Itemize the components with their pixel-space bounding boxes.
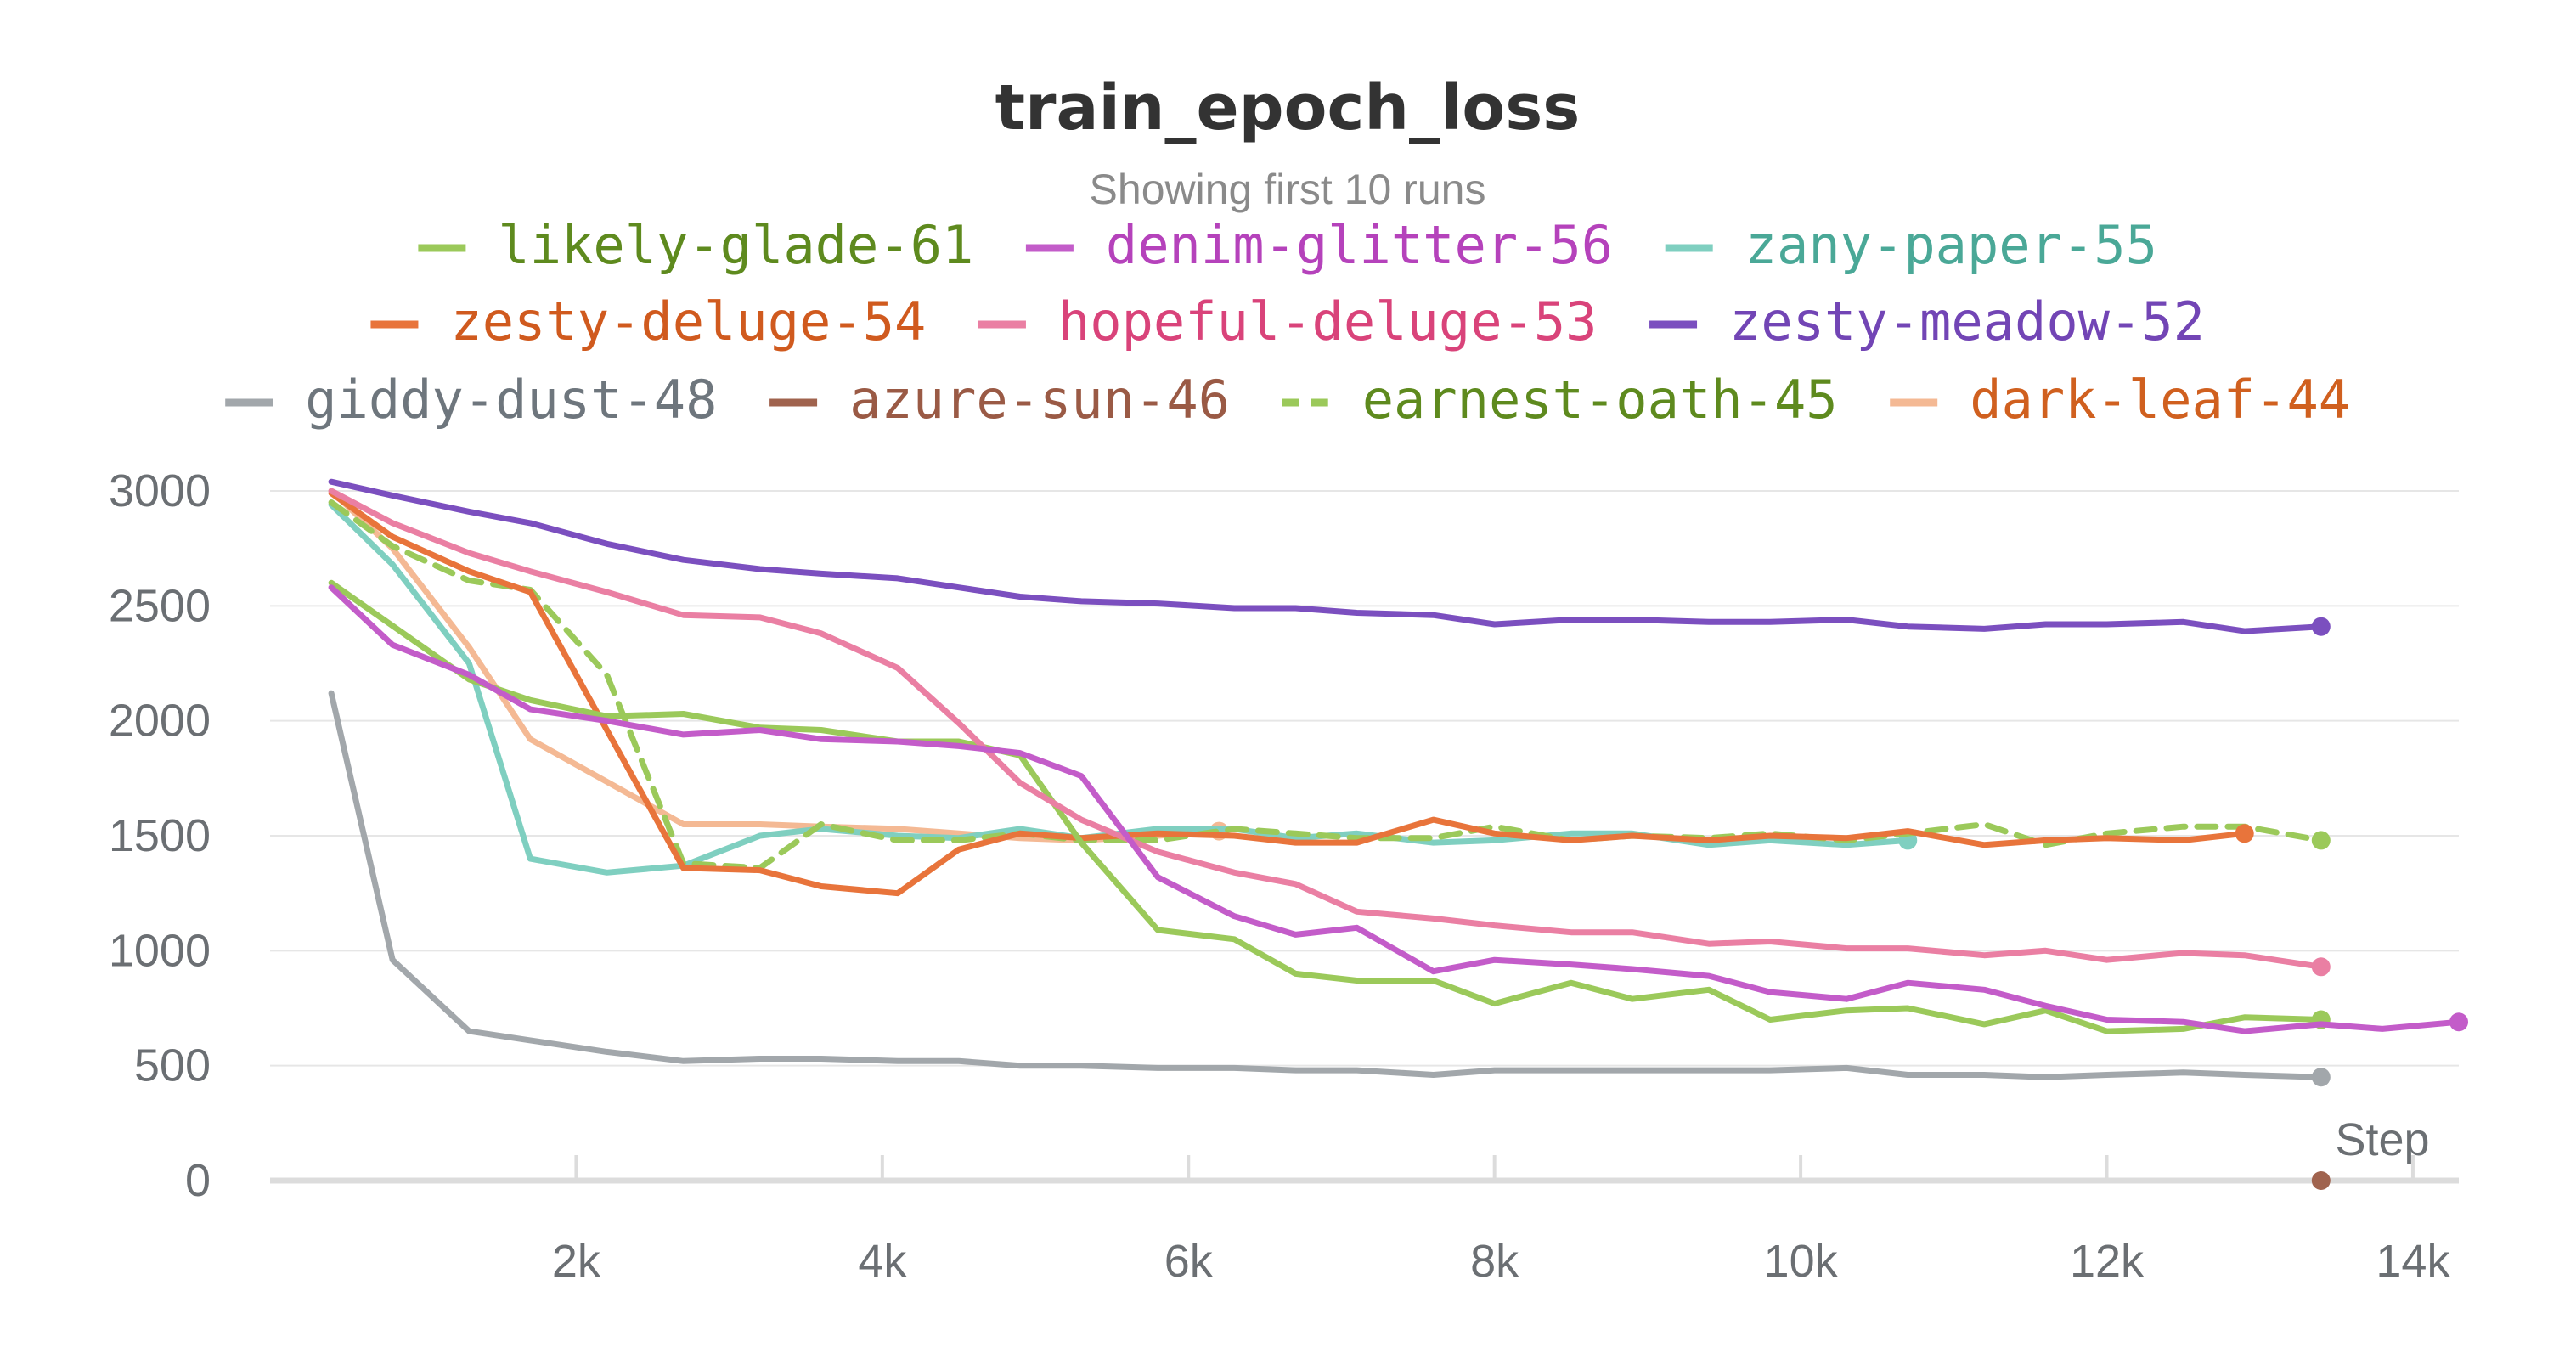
series-line-likely-glade-61 <box>328 579 2325 1034</box>
series-end-point-denim-glitter-56 <box>2449 1012 2468 1032</box>
series-hopeful-deluge-53 <box>328 488 2331 977</box>
series-end-point-azure-sun-46 <box>2311 1171 2331 1190</box>
series-denim-glitter-56 <box>328 584 2468 1034</box>
legend-label-earnest-oath-45: earnest-oath-45 <box>1362 369 1838 431</box>
legend-item-zesty-deluge-54: zesty-deluge-54 <box>370 290 926 352</box>
chart-subtitle: Showing first 10 runs <box>1090 166 1486 213</box>
series-earnest-oath-45 <box>328 499 2331 871</box>
series-end-point-zesty-deluge-54 <box>2235 824 2254 843</box>
legend-item-azure-sun-46: azure-sun-46 <box>769 369 1230 431</box>
chart-title: train_epoch_loss <box>995 71 1581 144</box>
series-line-giddy-dust-48 <box>328 690 2325 1080</box>
legend: likely-glade-61 denim-glitter-56 zany-pape… <box>225 214 2350 431</box>
x-tick-label-8k: 8k <box>1470 1236 1519 1287</box>
series-line-earnest-oath-45 <box>328 499 2325 871</box>
series-end-point-earnest-oath-45 <box>2311 831 2331 850</box>
series-line-hopeful-deluge-53 <box>328 488 2325 970</box>
series-line-zesty-deluge-54 <box>328 490 2248 897</box>
legend-label-zesty-deluge-54: zesty-deluge-54 <box>450 290 926 352</box>
series-end-point-giddy-dust-48 <box>2311 1068 2331 1087</box>
series-end-point-hopeful-deluge-53 <box>2311 957 2331 977</box>
plot-area <box>328 478 2468 1190</box>
series-zany-paper-55 <box>328 501 1918 876</box>
y-tick-label-0: 0 <box>185 1155 211 1206</box>
legend-label-zesty-meadow-52: zesty-meadow-52 <box>1729 290 2205 352</box>
legend-label-giddy-dust-48: giddy-dust-48 <box>305 369 717 431</box>
y-tick-label-500: 500 <box>134 1040 211 1091</box>
y-tick-label-3000: 3000 <box>109 465 211 516</box>
x-tick-label-10k: 10k <box>1764 1236 1839 1287</box>
x-tick-label-6k: 6k <box>1164 1236 1214 1287</box>
legend-item-likely-glade-61: likely-glade-61 <box>418 214 973 276</box>
series-likely-glade-61 <box>328 579 2331 1034</box>
legend-label-dark-leaf-44: dark-leaf-44 <box>1970 369 2350 431</box>
y-tick-label-2500: 2500 <box>109 580 211 631</box>
series-line-denim-glitter-56 <box>328 584 2462 1034</box>
legend-label-hopeful-deluge-53: hopeful-deluge-53 <box>1058 290 1598 352</box>
y-axis-ticks: 0 500 1000 1500 2000 2500 3000 <box>109 465 211 1206</box>
series-azure-sun-46 <box>2311 1171 2331 1190</box>
x-tick-label-14k: 14k <box>2376 1236 2450 1287</box>
legend-label-azure-sun-46: azure-sun-46 <box>849 369 1230 431</box>
x-tick-label-2k: 2k <box>552 1236 601 1287</box>
y-tick-label-1500: 1500 <box>109 810 211 861</box>
legend-label-zany-paper-55: zany-paper-55 <box>1745 214 2157 276</box>
legend-item-dark-leaf-44: dark-leaf-44 <box>1890 369 2350 431</box>
x-axis: 2k 4k 6k 8k 10k 12k 14k <box>270 1155 2459 1287</box>
y-tick-label-2000: 2000 <box>109 696 211 747</box>
series-line-zesty-meadow-52 <box>328 478 2325 634</box>
legend-item-giddy-dust-48: giddy-dust-48 <box>225 369 717 431</box>
legend-item-zany-paper-55: zany-paper-55 <box>1665 214 2157 276</box>
x-tick-label-12k: 12k <box>2070 1236 2145 1287</box>
series-end-point-zesty-meadow-52 <box>2311 617 2331 636</box>
x-tick-label-4k: 4k <box>858 1236 907 1287</box>
y-tick-label-1000: 1000 <box>109 925 211 976</box>
series-giddy-dust-48 <box>328 690 2331 1087</box>
legend-item-denim-glitter-56: denim-glitter-56 <box>1025 214 1613 276</box>
series-line-zany-paper-55 <box>328 501 1911 876</box>
legend-item-zesty-meadow-52: zesty-meadow-52 <box>1649 290 2205 352</box>
series-zesty-deluge-54 <box>328 490 2254 897</box>
x-axis-label: Step <box>2335 1114 2429 1165</box>
legend-label-denim-glitter-56: denim-glitter-56 <box>1106 214 1613 276</box>
legend-item-earnest-oath-45: earnest-oath-45 <box>1282 369 1838 431</box>
legend-item-hopeful-deluge-53: hopeful-deluge-53 <box>978 290 1598 352</box>
legend-label-likely-glade-61: likely-glade-61 <box>498 214 973 276</box>
series-line-dark-leaf-44 <box>328 488 1222 843</box>
series-zesty-meadow-52 <box>328 478 2331 636</box>
